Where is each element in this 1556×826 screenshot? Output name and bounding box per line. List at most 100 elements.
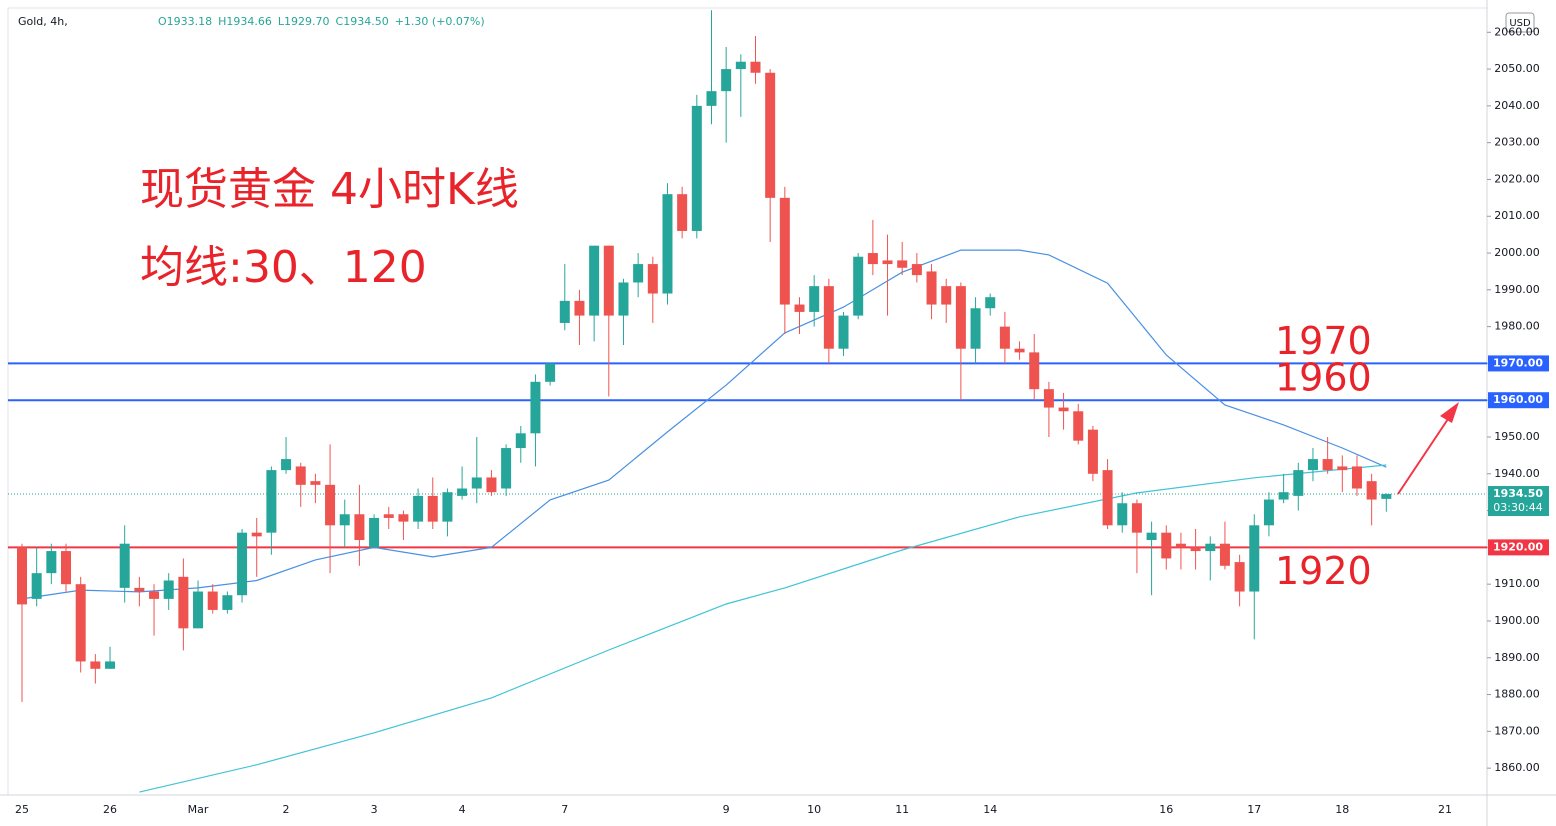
ohlc-value: C1934.50 — [336, 15, 389, 28]
candle-body — [1175, 543, 1186, 548]
candle-body — [1073, 411, 1084, 441]
candle-body — [295, 466, 306, 485]
candle-body — [911, 264, 922, 276]
candle-body — [105, 661, 116, 669]
x-tick-label: 4 — [459, 803, 466, 816]
y-tick-label: 2040.00 — [1494, 99, 1540, 112]
candle-body — [750, 61, 761, 73]
candle-body — [765, 72, 776, 198]
candle-body — [823, 286, 834, 349]
candle-body — [17, 547, 27, 605]
candle-body — [427, 495, 438, 522]
candle-body — [31, 573, 42, 599]
candle-body — [325, 484, 336, 526]
candle-body — [1351, 466, 1362, 489]
x-tick-label: 2 — [283, 803, 290, 816]
candle-body — [222, 595, 233, 610]
candle-body — [574, 300, 585, 316]
moving-average — [21, 249, 1387, 600]
candle-body — [1117, 503, 1128, 526]
current-price-box — [1488, 486, 1549, 517]
level-label-box — [1488, 539, 1549, 556]
level-annotation: 1970 — [1275, 319, 1372, 363]
candle-body — [1146, 532, 1157, 541]
candle-body — [1131, 503, 1142, 533]
y-tick-label: 1880.00 — [1494, 688, 1540, 701]
y-tick-label: 2050.00 — [1494, 62, 1540, 75]
candle-body — [1087, 429, 1098, 474]
candle-body — [457, 488, 468, 496]
candle-body — [163, 580, 174, 599]
candle-body — [1058, 407, 1069, 412]
currency-box — [1505, 12, 1535, 33]
candle-body — [662, 194, 673, 294]
level-label: 1920.00 — [1493, 540, 1543, 553]
candle-body — [515, 433, 526, 449]
y-tick-label: 1900.00 — [1494, 614, 1540, 627]
candle-body — [442, 492, 453, 522]
y-tick-label: 2010.00 — [1494, 209, 1540, 222]
candle-body — [1219, 543, 1230, 566]
candle-body — [119, 543, 130, 588]
x-tick-label: 16 — [1159, 803, 1173, 816]
arrow-shaft — [1397, 415, 1451, 495]
ohlc-value: L1929.70 — [278, 15, 330, 28]
x-tick-label: 11 — [895, 803, 909, 816]
x-tick-label: Mar — [188, 803, 209, 816]
x-tick-label: 17 — [1247, 803, 1261, 816]
candle-body — [794, 304, 805, 312]
candle-body — [530, 381, 541, 434]
x-tick-label: 9 — [723, 803, 730, 816]
candle-body — [1161, 532, 1172, 559]
level-label: 1960.00 — [1493, 393, 1543, 406]
candle-body — [471, 477, 482, 489]
level-label-box — [1488, 355, 1549, 372]
level-label-box — [1488, 392, 1549, 409]
candle-body — [1322, 459, 1333, 471]
candle-body — [999, 326, 1010, 349]
candle-body — [1263, 499, 1274, 526]
countdown: 03:30:44 — [1493, 501, 1542, 514]
candle-body — [398, 514, 409, 522]
current-price-label: 1934.50 — [1493, 487, 1543, 500]
candle-body — [1014, 348, 1025, 353]
level-label: 1970.00 — [1493, 356, 1543, 369]
candle-body — [501, 448, 512, 489]
annotation-subtitle: 均线:30、120 — [140, 242, 427, 293]
candle-body — [1190, 547, 1201, 552]
candle-body — [633, 264, 644, 283]
x-tick-label: 10 — [807, 803, 821, 816]
y-tick-label: 1940.00 — [1494, 467, 1540, 480]
annotation-title: 现货黄金 4小时K线 — [140, 164, 519, 215]
candle-body — [1337, 466, 1348, 471]
x-tick-label: 21 — [1438, 803, 1452, 816]
candle-body — [970, 308, 981, 349]
y-tick-label: 1910.00 — [1494, 577, 1540, 590]
moving-average — [139, 464, 1387, 793]
y-tick-label: 2060.00 — [1494, 25, 1540, 38]
candle-body — [1102, 470, 1113, 526]
x-tick-label: 14 — [983, 803, 997, 816]
y-tick-label: 1890.00 — [1494, 651, 1540, 664]
candle-body — [486, 477, 497, 493]
candle-body — [882, 260, 893, 265]
level-annotation: 1920 — [1275, 549, 1372, 593]
x-tick-label: 7 — [561, 803, 568, 816]
candle-body — [1381, 494, 1392, 499]
candle-body — [559, 300, 570, 323]
candle-body — [251, 532, 262, 537]
candle-body — [1234, 562, 1245, 592]
candle-body — [90, 661, 101, 669]
candle-body — [1293, 470, 1304, 496]
candle-body — [339, 514, 350, 526]
candle-body — [853, 256, 864, 316]
candle-body — [1029, 352, 1040, 390]
candle-body — [1307, 459, 1318, 471]
candle-body — [1205, 543, 1216, 552]
candle-body — [75, 584, 86, 662]
candle-body — [838, 315, 849, 349]
arrow-head — [1440, 402, 1459, 423]
